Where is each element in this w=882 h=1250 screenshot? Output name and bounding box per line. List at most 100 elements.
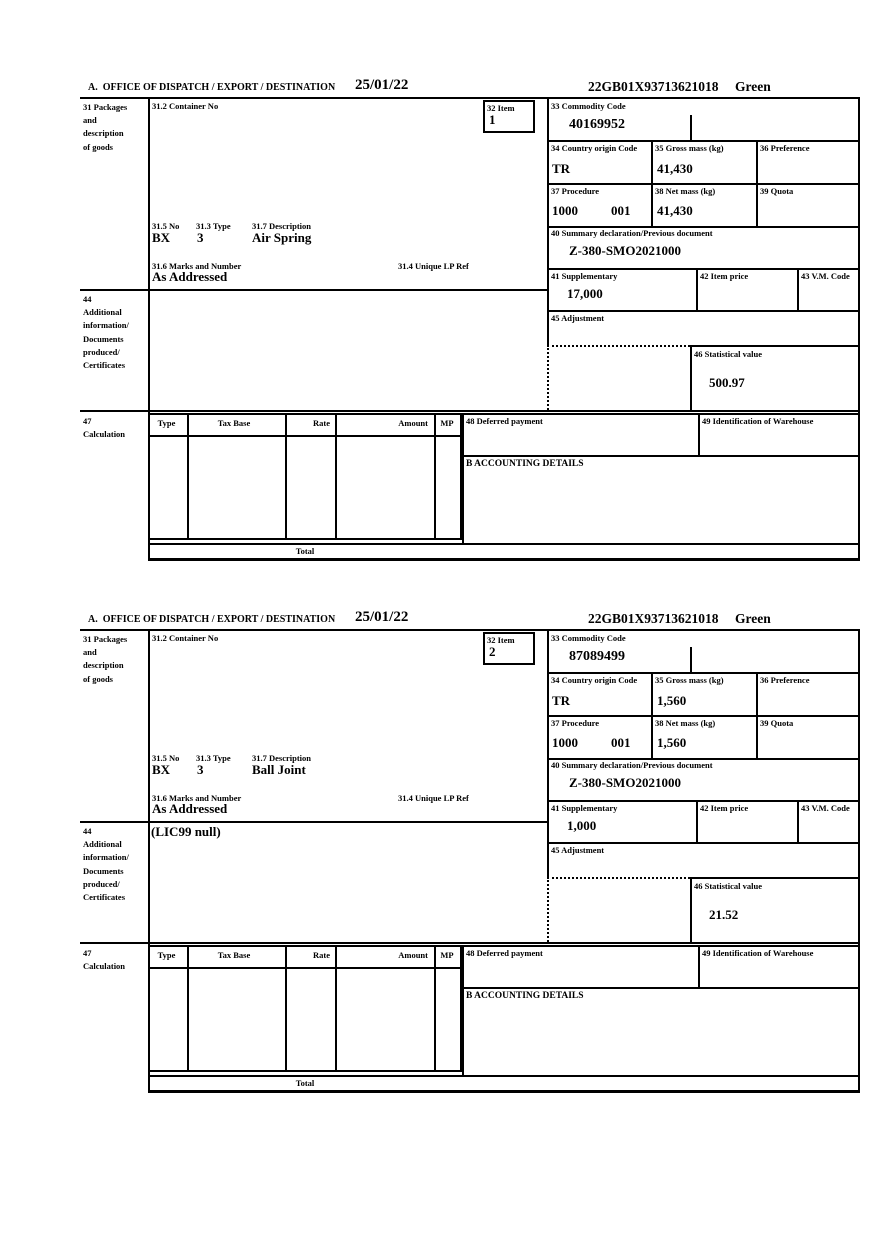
divider <box>547 310 860 312</box>
total-row <box>148 543 860 561</box>
box33-commodity-label: 33 Commodity Code <box>551 101 626 111</box>
statistical-value: 500.97 <box>709 375 745 390</box>
net-mass-value: 41,430 <box>657 203 693 218</box>
box31-3-type-label: 31.3 Type <box>196 753 231 763</box>
box39-quota-label: 39 Quota <box>760 186 794 196</box>
divider <box>80 410 860 412</box>
item-number-value: 2 <box>489 644 496 659</box>
table-header-amount: Amount <box>398 418 428 428</box>
divider <box>462 987 860 989</box>
divider <box>150 435 460 437</box>
divider <box>756 672 758 758</box>
declaration-reference: 22GB01X93713621018 <box>588 79 719 94</box>
box49-warehouse-label: 49 Identification of Warehouse <box>702 416 814 426</box>
commodity-code-value: 40169952 <box>569 117 625 132</box>
divider <box>335 415 337 538</box>
box42-item-price-label: 42 Item price <box>700 271 749 281</box>
country-origin-value: TR <box>552 161 571 176</box>
box31-packages-label: 31 Packages and description of goods <box>83 102 128 152</box>
table-header-tax-base: Tax Base <box>217 418 251 428</box>
box43-vm-code-label: 43 V.M. Code <box>801 271 850 281</box>
country-origin-value: TR <box>552 693 571 708</box>
divider <box>690 345 860 347</box>
total-row <box>148 1075 860 1093</box>
divider <box>547 183 860 185</box>
procedure-value: 1000 <box>552 203 578 218</box>
declaration-date: 25/01/22 <box>355 77 409 93</box>
divider <box>858 629 860 1093</box>
box45-adjustment-label: 45 Adjustment <box>551 845 605 855</box>
box37-procedure-label: 37 Procedure <box>551 186 600 196</box>
box31-3-type-label: 31.3 Type <box>196 221 231 231</box>
box40-previous-document-label: 40 Summary declaration/Previous document <box>551 760 713 770</box>
divider <box>690 877 692 942</box>
routing-indicator: Green <box>735 79 771 94</box>
gross-mass-value: 1,560 <box>657 693 687 708</box>
divider <box>547 268 860 270</box>
table-header-mp: MP <box>440 950 454 960</box>
total-label: Total <box>295 1078 315 1088</box>
divider <box>698 413 700 455</box>
gross-mass-value: 41,430 <box>657 161 693 176</box>
box48-deferred-payment-label: 48 Deferred payment <box>466 948 543 958</box>
box31-7-description-label: 31.7 Description <box>252 753 312 763</box>
box38-net-mass-label: 38 Net mass (kg) <box>655 718 716 728</box>
table-header-mp: MP <box>440 418 454 428</box>
dotted-divider <box>547 345 690 347</box>
package-number-value: BX <box>152 762 171 777</box>
divider <box>462 945 464 1075</box>
marks-and-number-value: As Addressed <box>152 801 228 816</box>
box45-adjustment-label: 45 Adjustment <box>551 313 605 323</box>
divider <box>80 289 547 291</box>
divider <box>285 415 287 538</box>
box31-5-no-label: 31.5 No <box>152 221 180 231</box>
dotted-divider <box>547 345 549 410</box>
accounting-details-label: B ACCOUNTING DETAILS <box>466 459 584 469</box>
box32-item-label: 32 Item <box>487 635 515 645</box>
office-of-dispatch-label: A. OFFICE OF DISPATCH / EXPORT / DESTINA… <box>88 614 336 625</box>
package-type-value: 3 <box>197 762 204 777</box>
supplementary-units-value: 1,000 <box>567 818 597 833</box>
net-mass-value: 1,560 <box>657 735 687 750</box>
divider <box>462 413 860 415</box>
marks-and-number-value: As Addressed <box>152 269 228 284</box>
dotted-divider <box>547 877 690 879</box>
procedure-value: 1000 <box>552 735 578 750</box>
table-header-amount: Amount <box>398 950 428 960</box>
declaration-item-section-2: A. OFFICE OF DISPATCH / EXPORT / DESTINA… <box>80 607 860 1093</box>
box39-quota-label: 39 Quota <box>760 718 794 728</box>
divider <box>690 877 860 879</box>
divider <box>858 97 860 561</box>
divider <box>148 629 150 1093</box>
table-header-tax-base: Tax Base <box>217 950 251 960</box>
routing-indicator: Green <box>735 611 771 626</box>
commodity-code-value: 87089499 <box>569 649 625 664</box>
divider <box>547 629 549 877</box>
divider <box>797 268 799 310</box>
box46-statistical-value-label: 46 Statistical value <box>694 349 762 359</box>
table-header-rate: Rate <box>313 418 330 428</box>
box31-packages-label: 31 Packages and description of goods <box>83 634 128 684</box>
divider <box>651 672 653 758</box>
divider <box>80 942 860 944</box>
box31-6-marks-label: 31.6 Marks and Number <box>152 793 242 803</box>
package-type-value: 3 <box>197 230 204 245</box>
calculation-table <box>148 945 462 1072</box>
divider <box>547 140 860 142</box>
divider <box>462 945 860 947</box>
divider <box>462 413 464 543</box>
box41-supplementary-label: 41 Supplementary <box>551 803 618 813</box>
accounting-details-label: B ACCOUNTING DETAILS <box>466 991 584 1001</box>
box31-4-lp-ref-label: 31.4 Unique LP Ref <box>398 261 469 271</box>
box32-item-label: 32 Item <box>487 103 515 113</box>
additional-information-value: (LIC99 null) <box>151 824 221 839</box>
divider <box>547 758 860 760</box>
box33-commodity-label: 33 Commodity Code <box>551 633 626 643</box>
package-number-value: BX <box>152 230 171 245</box>
divider <box>698 945 700 987</box>
box40-previous-document-label: 40 Summary declaration/Previous document <box>551 228 713 238</box>
divider <box>547 842 860 844</box>
procedure-extension-value: 001 <box>611 203 631 218</box>
previous-document-value: Z-380-SMO2021000 <box>569 243 681 258</box>
box48-deferred-payment-label: 48 Deferred payment <box>466 416 543 426</box>
